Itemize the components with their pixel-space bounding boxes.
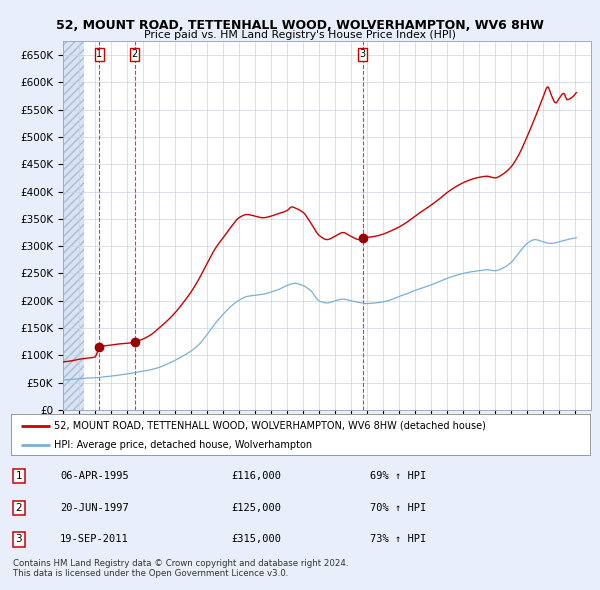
Text: 3: 3 — [16, 534, 22, 544]
Text: 1: 1 — [96, 50, 103, 60]
Text: 73% ↑ HPI: 73% ↑ HPI — [370, 534, 426, 544]
Text: £116,000: £116,000 — [231, 471, 281, 481]
Text: Contains HM Land Registry data © Crown copyright and database right 2024.: Contains HM Land Registry data © Crown c… — [13, 559, 349, 568]
Text: 2: 2 — [131, 50, 137, 60]
Text: £315,000: £315,000 — [231, 534, 281, 544]
Text: HPI: Average price, detached house, Wolverhampton: HPI: Average price, detached house, Wolv… — [54, 440, 313, 450]
Text: 3: 3 — [359, 50, 365, 60]
Text: 70% ↑ HPI: 70% ↑ HPI — [370, 503, 426, 513]
Text: 52, MOUNT ROAD, TETTENHALL WOOD, WOLVERHAMPTON, WV6 8HW (detached house): 52, MOUNT ROAD, TETTENHALL WOOD, WOLVERH… — [54, 421, 486, 431]
Text: 69% ↑ HPI: 69% ↑ HPI — [370, 471, 426, 481]
Text: Price paid vs. HM Land Registry's House Price Index (HPI): Price paid vs. HM Land Registry's House … — [144, 30, 456, 40]
Text: 06-APR-1995: 06-APR-1995 — [60, 471, 129, 481]
Text: 19-SEP-2011: 19-SEP-2011 — [60, 534, 129, 544]
Text: 2: 2 — [16, 503, 22, 513]
Text: 20-JUN-1997: 20-JUN-1997 — [60, 503, 129, 513]
Text: This data is licensed under the Open Government Licence v3.0.: This data is licensed under the Open Gov… — [13, 569, 289, 578]
Text: 52, MOUNT ROAD, TETTENHALL WOOD, WOLVERHAMPTON, WV6 8HW: 52, MOUNT ROAD, TETTENHALL WOOD, WOLVERH… — [56, 19, 544, 32]
Text: 1: 1 — [16, 471, 22, 481]
Text: £125,000: £125,000 — [231, 503, 281, 513]
